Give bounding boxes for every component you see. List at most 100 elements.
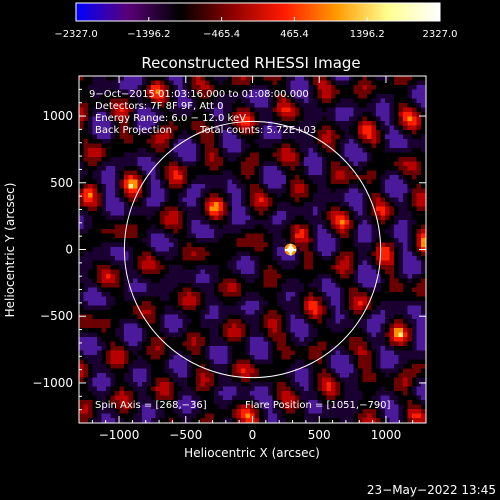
heatmap-cell — [205, 238, 210, 243]
heatmap-cell — [398, 256, 404, 261]
heatmap-cell — [250, 247, 255, 252]
heatmap-cell — [389, 89, 395, 95]
heatmap-cell — [218, 301, 224, 306]
heatmap-cell — [349, 197, 354, 203]
heatmap-cell — [358, 134, 363, 140]
heatmap-cell — [295, 337, 300, 342]
heatmap-cell — [79, 184, 84, 189]
heatmap-cell — [268, 76, 273, 81]
heatmap-cell — [101, 260, 107, 266]
heatmap-cell — [133, 143, 138, 149]
heatmap-cell — [421, 161, 426, 167]
heatmap-cell — [214, 179, 219, 185]
heatmap-cell — [335, 337, 341, 342]
heatmap-cell — [133, 305, 138, 311]
heatmap-cell — [259, 332, 264, 338]
heatmap-cell — [407, 170, 413, 176]
heatmap-cell — [286, 229, 291, 234]
heatmap-cell — [299, 89, 305, 95]
heatmap-cell — [245, 274, 251, 279]
heatmap-cell — [340, 224, 345, 230]
heatmap-cell — [313, 94, 318, 99]
heatmap-cell — [164, 238, 170, 243]
heatmap-cell — [241, 89, 246, 95]
heatmap-cell — [146, 89, 152, 95]
heatmap-cell — [245, 103, 251, 108]
heatmap-cell — [106, 121, 111, 126]
heatmap-cell — [299, 139, 305, 144]
heatmap-cell — [286, 341, 291, 347]
heatmap-cell — [272, 98, 278, 104]
heatmap-cell — [128, 116, 134, 122]
heatmap-cell — [250, 242, 255, 248]
heatmap-cell — [268, 89, 273, 95]
heatmap-cell — [173, 260, 179, 266]
heatmap-cell — [313, 301, 318, 306]
heatmap-cell — [214, 251, 219, 257]
heatmap-cell — [358, 175, 363, 180]
heatmap-cell — [317, 121, 323, 126]
heatmap-cell — [322, 287, 327, 293]
heatmap-cell — [227, 211, 233, 216]
heatmap-cell — [223, 332, 228, 338]
heatmap-cell — [214, 134, 219, 140]
heatmap-cell — [412, 305, 417, 311]
heatmap-cell — [205, 341, 210, 347]
heatmap-cell — [421, 278, 426, 284]
heatmap-cell — [245, 296, 251, 302]
heatmap-cell — [254, 265, 260, 270]
heatmap-cell — [115, 121, 120, 126]
heatmap-cell — [223, 211, 228, 216]
heatmap-cell — [128, 179, 134, 185]
heatmap-cell — [146, 166, 152, 171]
heatmap-cell — [209, 166, 215, 171]
heatmap-cell — [380, 121, 386, 126]
heatmap-cell — [79, 238, 84, 243]
heatmap-cell — [380, 242, 386, 248]
heatmap-cell — [232, 296, 237, 302]
heatmap-cell — [169, 130, 174, 135]
heatmap-cell — [407, 314, 413, 320]
heatmap-cell — [299, 134, 305, 140]
heatmap-cell — [205, 85, 210, 90]
heatmap-cell — [79, 332, 84, 338]
heatmap-cell — [250, 197, 255, 203]
heatmap-cell — [412, 184, 417, 189]
heatmap-cell — [281, 310, 287, 315]
heatmap-cell — [205, 112, 210, 117]
heatmap-cell — [164, 265, 170, 270]
heatmap-cell — [286, 170, 291, 176]
heatmap-cell — [371, 269, 377, 275]
heatmap-cell — [209, 265, 215, 270]
heatmap-cell — [137, 337, 143, 342]
heatmap-cell — [133, 269, 138, 275]
heatmap-cell — [250, 310, 255, 315]
heatmap-cell — [241, 296, 246, 302]
heatmap-cell — [385, 337, 390, 342]
heatmap-cell — [326, 215, 332, 221]
heatmap-cell — [169, 305, 174, 311]
heatmap-cell — [385, 206, 390, 212]
heatmap-cell — [412, 265, 417, 270]
heatmap-cell — [286, 143, 291, 149]
heatmap-cell — [110, 157, 116, 162]
heatmap-cell — [322, 260, 327, 266]
heatmap-cell — [308, 301, 314, 306]
heatmap-cell — [178, 166, 183, 171]
heatmap-cell — [268, 175, 273, 180]
heatmap-cell — [178, 179, 183, 185]
heatmap-cell — [398, 184, 404, 189]
heatmap-cell — [119, 130, 125, 135]
heatmap-cell — [191, 148, 197, 153]
heatmap-cell — [106, 310, 111, 315]
heatmap-cell — [232, 301, 237, 306]
heatmap-cell — [133, 175, 138, 180]
heatmap-cell — [97, 314, 102, 320]
heatmap-cell — [182, 103, 188, 108]
heatmap-cell — [227, 265, 233, 270]
heatmap-cell — [115, 215, 120, 221]
heatmap-cell — [304, 319, 309, 324]
heatmap-cell — [313, 283, 318, 288]
heatmap-cell — [263, 328, 269, 333]
heatmap-cell — [376, 179, 381, 185]
